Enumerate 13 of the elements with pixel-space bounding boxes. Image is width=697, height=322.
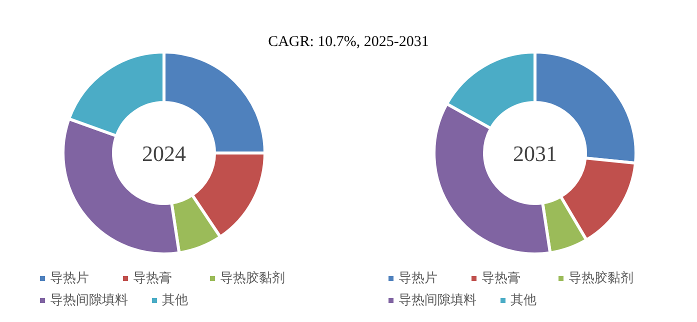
legend-label: 导热胶黏剂 — [220, 270, 285, 285]
text: CAGR: 10.7%, 2025-2031 — [268, 34, 429, 50]
legend-label: 导热胶黏剂 — [568, 270, 634, 285]
legend-label: 其他 — [162, 292, 188, 307]
legend-label: 导热膏 — [482, 270, 520, 285]
text: 2031 — [513, 141, 557, 166]
text: 2024 — [142, 141, 186, 166]
legend-label: 导热片 — [50, 270, 89, 285]
legend-label: 导热膏 — [133, 270, 172, 285]
legend-label: 导热片 — [398, 270, 438, 285]
legend-label: 导热间隙填料 — [398, 292, 476, 307]
legend-label: 其他 — [510, 292, 536, 307]
legend-label: 导热间隙填料 — [50, 292, 128, 307]
